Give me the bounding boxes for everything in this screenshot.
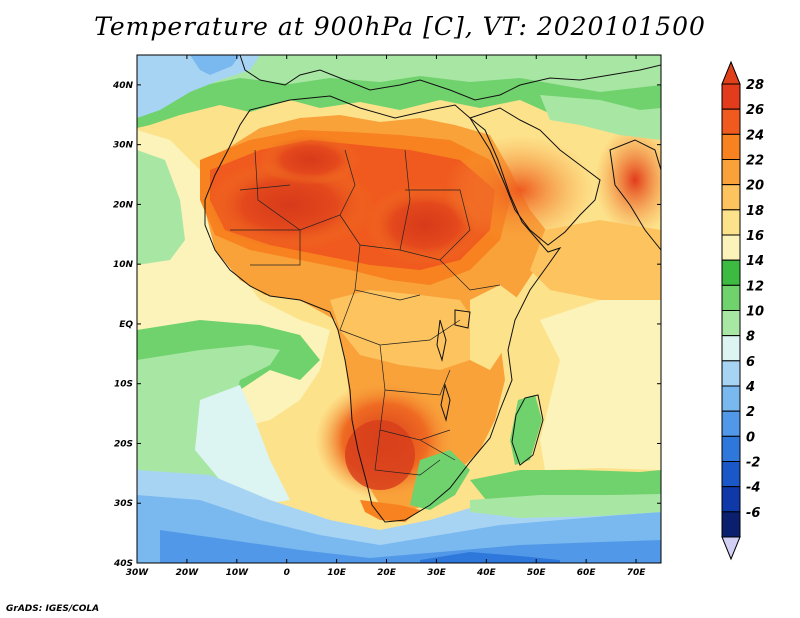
coastlines bbox=[204, 55, 661, 523]
south-africa-southern-warm bbox=[360, 500, 420, 522]
colorbar-label: 0 bbox=[746, 430, 755, 445]
x-tick-label: 0 bbox=[284, 568, 290, 578]
arabia-coast bbox=[469, 107, 601, 246]
india-coast bbox=[609, 139, 661, 251]
colorbar-swatch bbox=[721, 511, 741, 538]
colorbar-top-arrow bbox=[721, 60, 741, 85]
colorbar-label: -2 bbox=[746, 456, 760, 471]
temperature-field bbox=[137, 55, 661, 563]
colorbar-swatch bbox=[721, 335, 741, 362]
x-axis: 30W 20W 10W 0 10E 20E 30E 40E 50E 60E 70E bbox=[126, 55, 646, 578]
y-tick-label: 40S bbox=[113, 559, 133, 569]
southeast-africa-green bbox=[410, 450, 470, 510]
near-east-green bbox=[540, 95, 661, 140]
colorbar-label: 8 bbox=[746, 330, 755, 345]
madagascar-coast bbox=[511, 394, 544, 466]
x-tick-label: 20W bbox=[176, 568, 200, 578]
southern-ocean-deepest bbox=[420, 552, 560, 563]
colorbar-label: -6 bbox=[746, 506, 760, 521]
colorbar-label: 6 bbox=[746, 355, 755, 370]
colorbar-swatch bbox=[721, 83, 741, 110]
x-tick-label: 30E bbox=[427, 568, 447, 578]
y-tick-label: 20S bbox=[114, 439, 133, 449]
country-borders bbox=[230, 149, 501, 476]
algeria-hot-core bbox=[260, 135, 360, 185]
colorbar-swatch bbox=[721, 133, 741, 160]
africa-coastline bbox=[204, 95, 562, 523]
colorbar-swatch bbox=[721, 410, 741, 437]
colorbar-swatch bbox=[721, 259, 741, 286]
grads-credit: GrADS: IGES/COLA bbox=[6, 604, 100, 614]
colorbar-label: 16 bbox=[746, 229, 764, 244]
indian-ocean-south-light bbox=[470, 494, 661, 518]
colorbar-label: 14 bbox=[746, 254, 764, 269]
north-light-band bbox=[137, 55, 661, 96]
y-tick-label: 30N bbox=[113, 141, 134, 151]
colorbar-swatch bbox=[721, 360, 741, 387]
colorbar-swatch bbox=[721, 486, 741, 513]
x-tick-label: 10E bbox=[327, 568, 347, 578]
colorbar-swatch bbox=[721, 108, 741, 135]
colorbar-label: 24 bbox=[746, 128, 764, 143]
colorbar-swatch bbox=[721, 159, 741, 186]
y-tick-label: 10S bbox=[114, 380, 133, 390]
colorbar-label: 10 bbox=[746, 305, 764, 320]
y-tick-label: EQ bbox=[119, 320, 133, 330]
y-tick-label: 10N bbox=[113, 260, 134, 270]
x-tick-label: 60E bbox=[577, 568, 597, 578]
colorbar-label: 12 bbox=[746, 279, 764, 294]
colorbar-swatch bbox=[721, 284, 741, 312]
atlantic-north-blue-2 bbox=[190, 55, 240, 75]
x-tick-label: 30W bbox=[126, 568, 150, 578]
colorbar-swatch bbox=[721, 234, 741, 261]
colorbar-label: 28 bbox=[746, 78, 764, 93]
y-tick-label: 40N bbox=[112, 81, 134, 91]
colorbar-swatch bbox=[721, 209, 741, 236]
colorbar-swatch bbox=[721, 310, 741, 337]
x-tick-label: 10W bbox=[226, 568, 250, 578]
colorbar-swatch bbox=[721, 184, 741, 211]
east-africa-highlands bbox=[470, 285, 520, 370]
arabia-hot bbox=[445, 135, 595, 245]
x-tick-label: 20E bbox=[377, 568, 397, 578]
colorbar-swatch bbox=[721, 385, 741, 412]
colorbar-label: 26 bbox=[746, 103, 764, 118]
colorbar-label: 2 bbox=[746, 405, 755, 420]
colorbar-swatch bbox=[721, 461, 741, 488]
x-tick-label: 70E bbox=[627, 568, 647, 578]
plot-frame bbox=[136, 54, 662, 564]
colorbar-swatch bbox=[721, 435, 741, 463]
colorbar-label: 22 bbox=[746, 154, 764, 169]
y-tick-label: 30S bbox=[114, 499, 133, 509]
madagascar-green bbox=[510, 395, 542, 465]
map-title: Temperature at 900hPa [C], VT: 202010150… bbox=[94, 12, 706, 41]
southern-ocean-deep bbox=[160, 530, 661, 563]
india-hot bbox=[595, 125, 661, 235]
colorbar-bottom-arrow bbox=[721, 536, 741, 561]
central-africa-cooler bbox=[330, 290, 480, 370]
x-tick-label: 50E bbox=[527, 568, 547, 578]
europe-coast bbox=[239, 55, 661, 101]
benguela-cool bbox=[195, 385, 290, 505]
colorbar-label: -4 bbox=[746, 481, 760, 496]
sahel-hot-core bbox=[205, 160, 375, 250]
x-tick-label: 40E bbox=[476, 568, 497, 578]
indian-ocean-pale bbox=[540, 300, 661, 470]
atlantic-north-blue bbox=[137, 55, 260, 118]
colorbar-label: 20 bbox=[746, 179, 764, 194]
colorbar-label: 4 bbox=[745, 380, 755, 395]
y-tick-label: 20N bbox=[113, 200, 134, 210]
atlantic-green-west bbox=[137, 150, 185, 265]
colorbar-label: 18 bbox=[746, 204, 764, 219]
arabian-sea-warm bbox=[530, 220, 661, 300]
great-lakes bbox=[436, 309, 471, 422]
y-axis: 40N 30N 20N 10N EQ 10S 20S 30S 40S bbox=[112, 81, 661, 569]
